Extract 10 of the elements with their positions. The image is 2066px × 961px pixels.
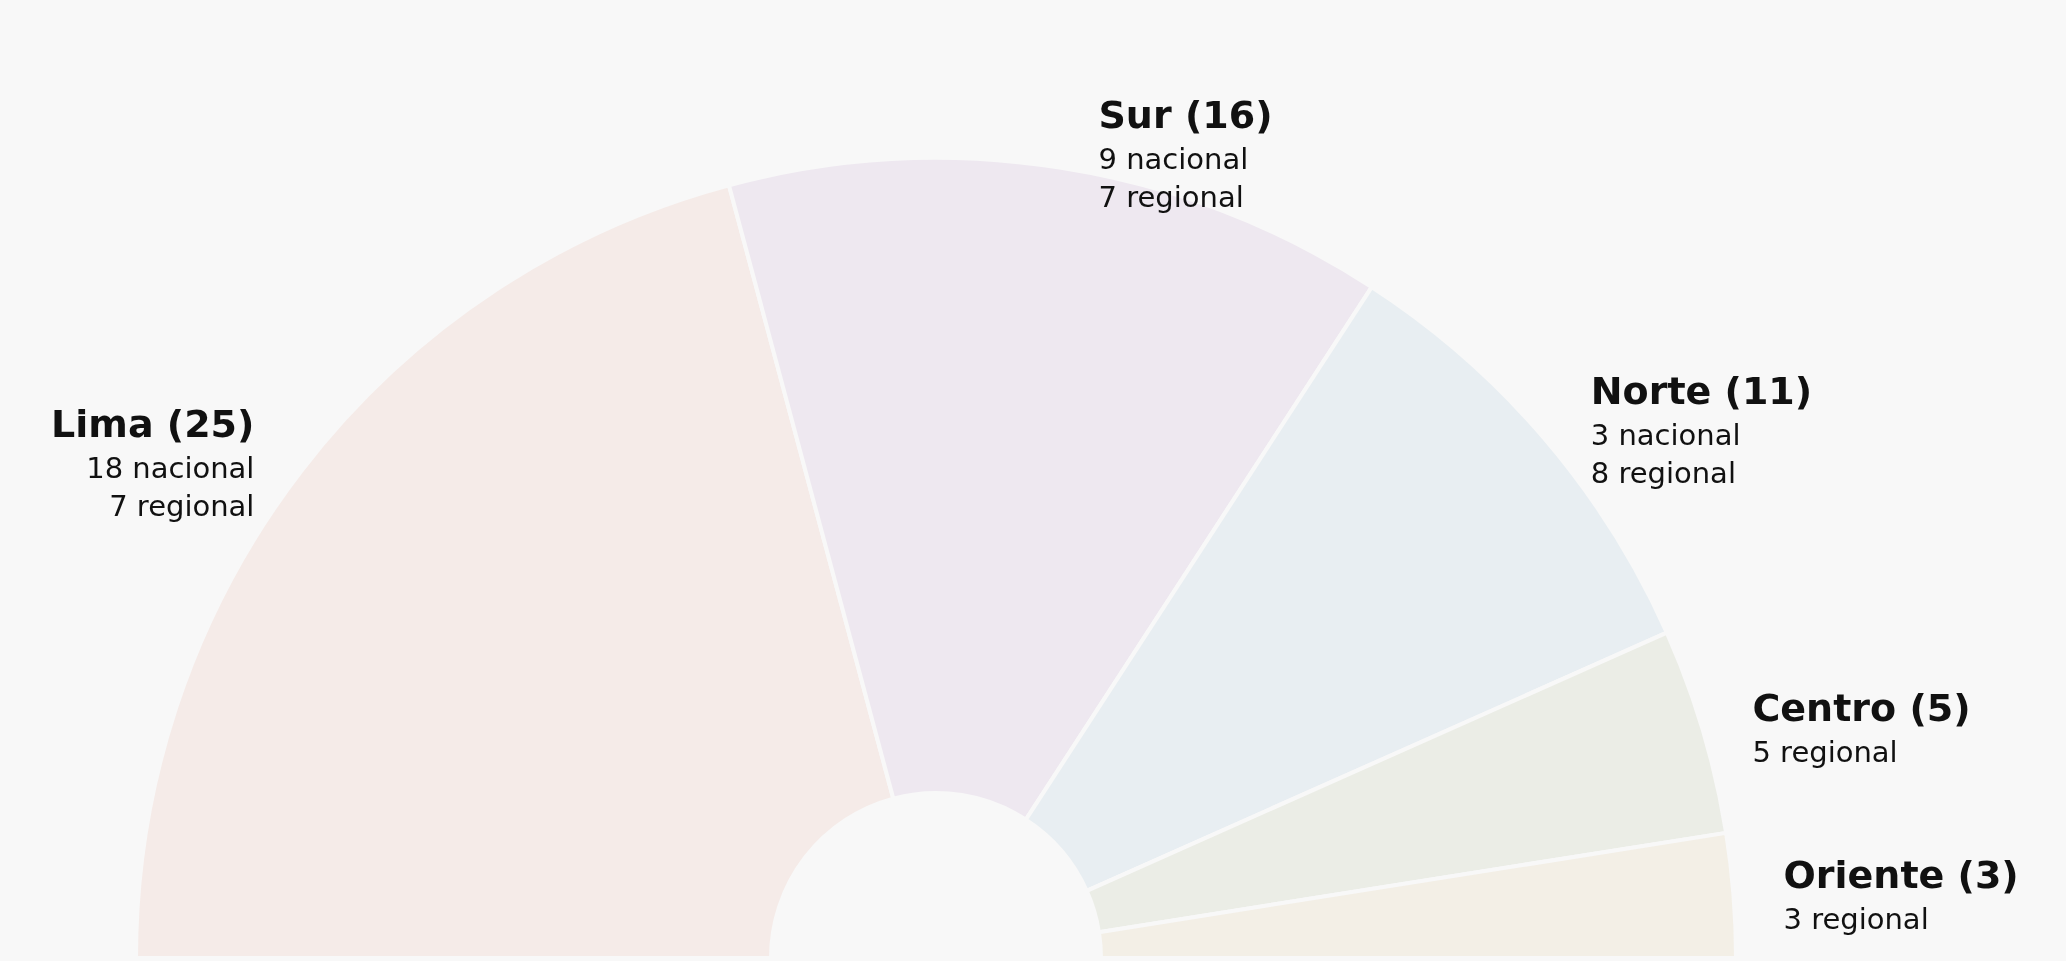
text: 3 nacional 8 regional xyxy=(1590,417,1741,490)
slice-label: Norte (11) xyxy=(1590,368,1813,413)
slice-label: Oriente (3) xyxy=(1783,853,2019,898)
slice-label: Lima (25) xyxy=(51,401,255,446)
text: 5 regional xyxy=(1752,734,1898,769)
text: 3 regional xyxy=(1783,902,1929,937)
slice-label: Sur (16) xyxy=(1098,93,1273,138)
text: 18 nacional 7 regional xyxy=(86,450,255,523)
text: 9 nacional 7 regional xyxy=(1098,142,1249,215)
slice-label: Centro (5) xyxy=(1752,685,1971,730)
